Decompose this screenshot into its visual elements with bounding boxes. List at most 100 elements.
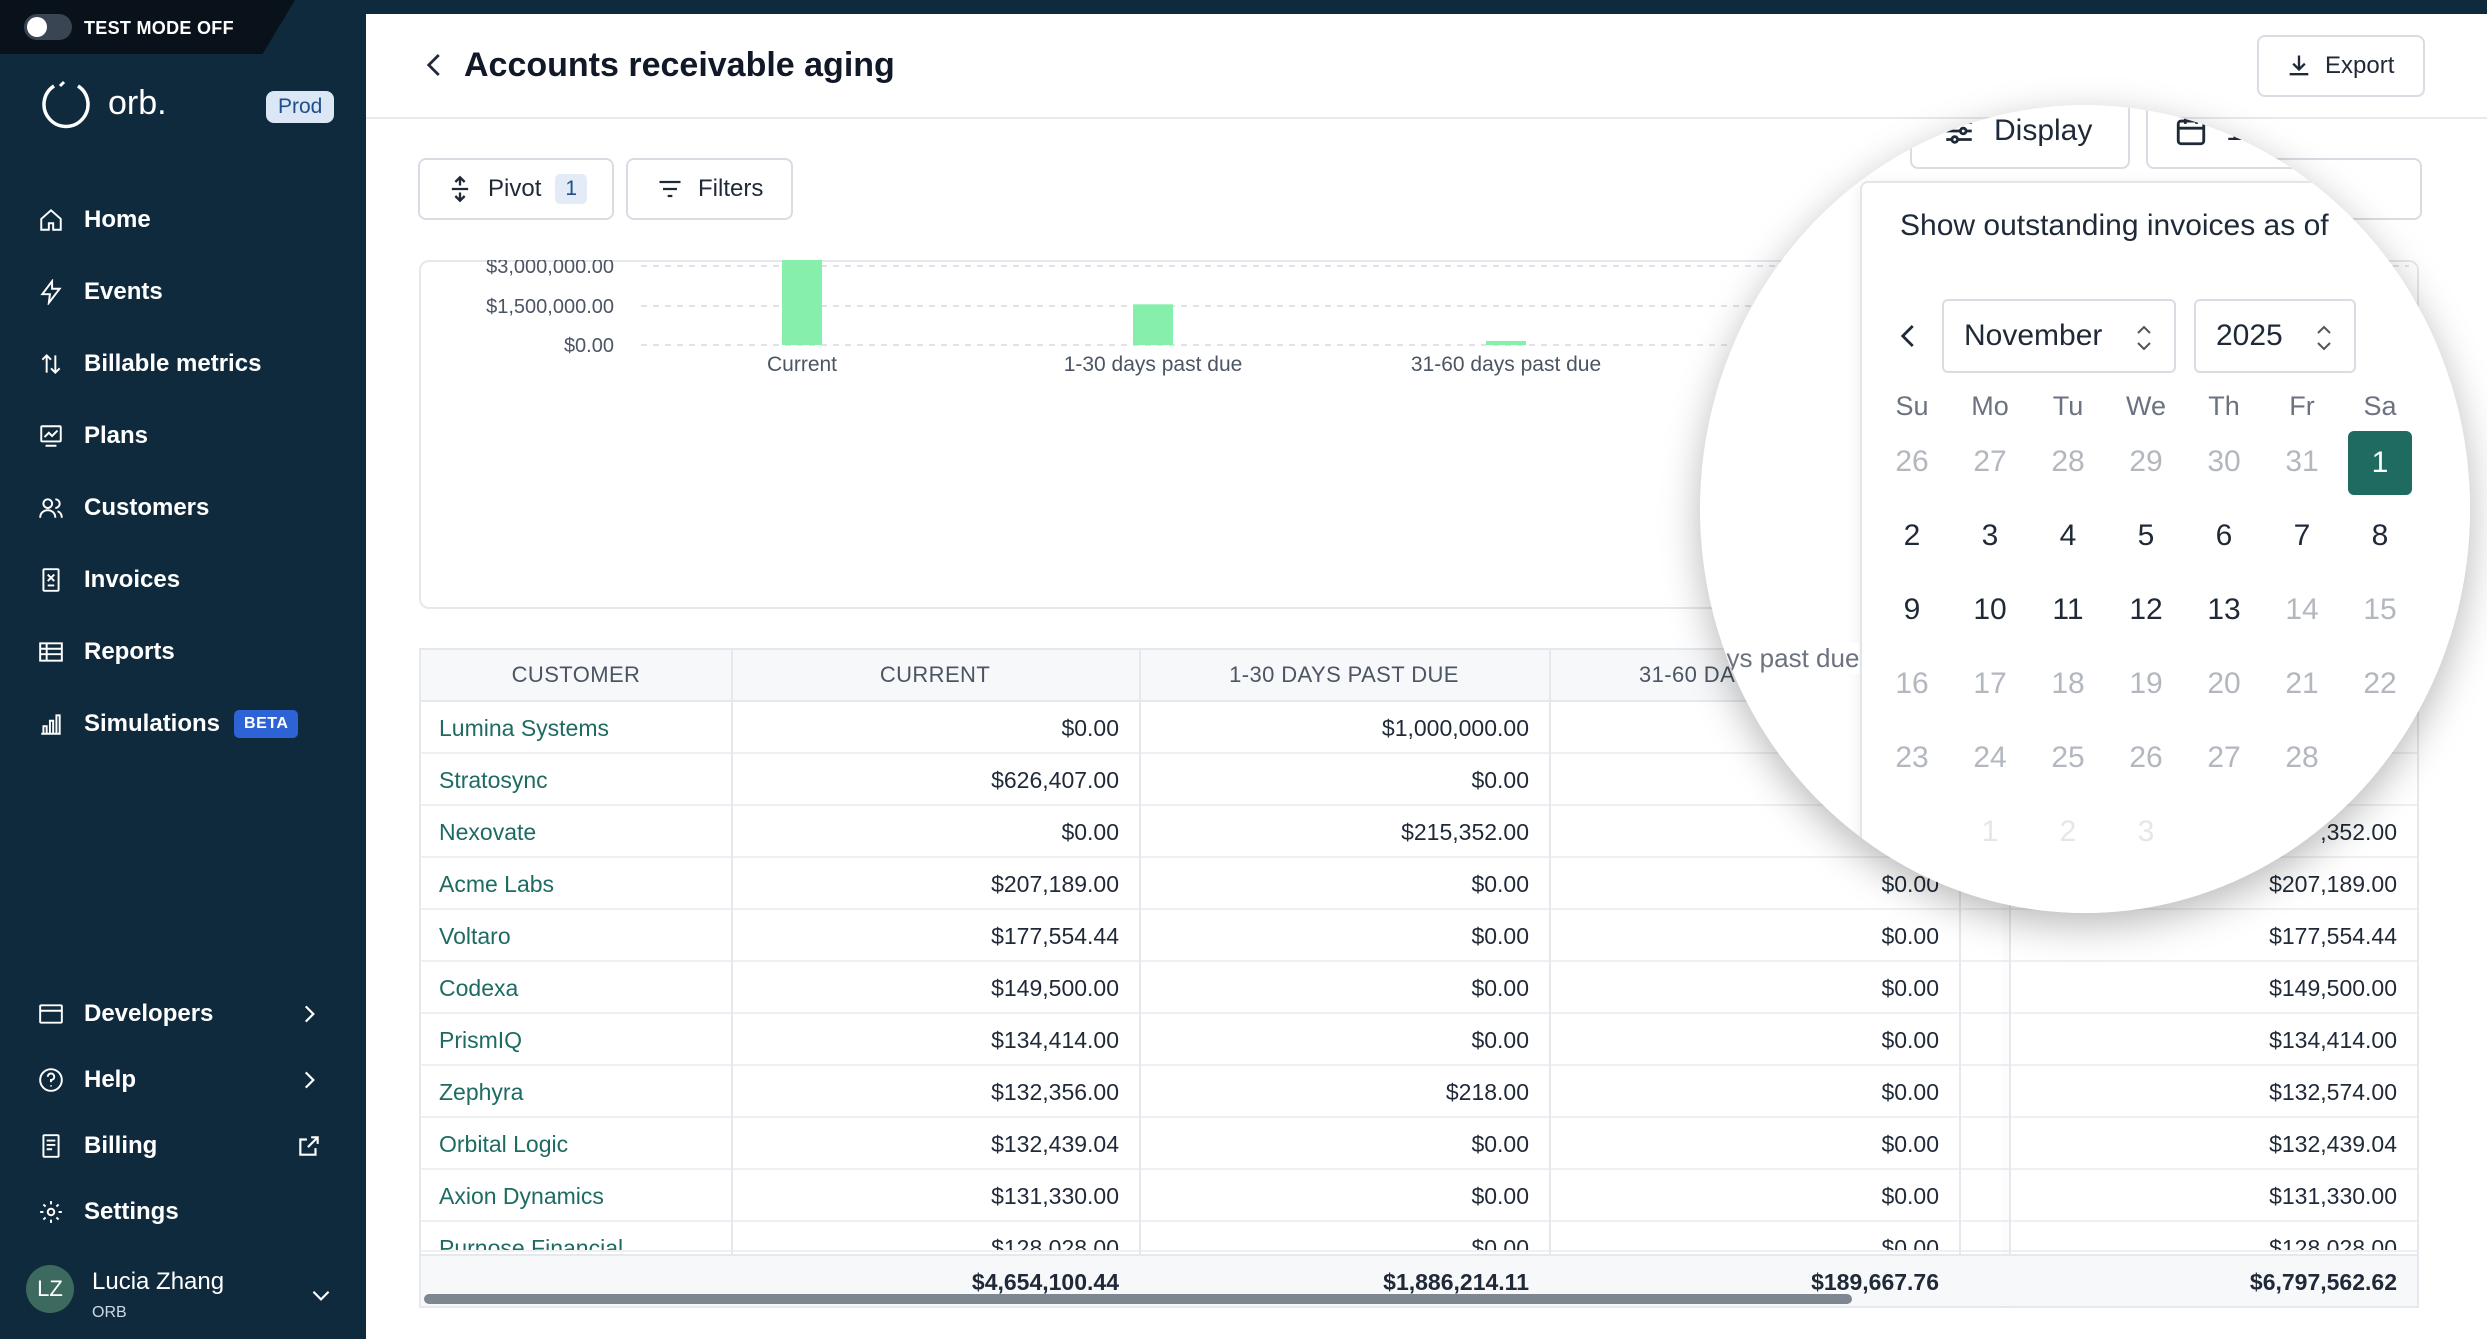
nav-help[interactable]: Help: [38, 1060, 136, 1100]
calendar-day[interactable]: 7: [2293, 519, 2311, 552]
customer-link[interactable]: Axion Dynamics: [439, 1182, 604, 1209]
nav-label: Help: [84, 1066, 137, 1093]
table-row[interactable]: Lumina Systems $0.00 $1,000,000.00: [421, 702, 2417, 754]
env-badge[interactable]: Prod: [266, 91, 335, 123]
table-row[interactable]: Voltaro $177,554.44 $0.00 $0.00 $177,554.44: [421, 910, 2417, 962]
calendar-day[interactable]: 3: [1981, 519, 1999, 552]
calendar-day[interactable]: 6: [2215, 519, 2233, 552]
customer-link[interactable]: Codexa: [439, 974, 519, 1001]
current-amount: $131,330.00: [991, 1182, 1119, 1209]
current-amount: $132,356.00: [991, 1078, 1119, 1105]
calendar-day[interactable]: 12: [2129, 593, 2163, 626]
chevron-right-icon[interactable]: [296, 1001, 322, 1027]
beta-badge: BETA: [234, 710, 299, 738]
nav-billing[interactable]: Billing: [38, 1126, 157, 1166]
current-amount: $134,414.00: [991, 1026, 1119, 1053]
calendar-day[interactable]: 10: [1973, 593, 2007, 626]
col-header-1-30[interactable]: 1-30 DAYS PAST DUE: [1139, 650, 1549, 702]
nav-developers[interactable]: Developers: [38, 994, 213, 1034]
calendar-day[interactable]: 9: [1903, 593, 1921, 626]
nav-label: Customers: [84, 494, 210, 521]
calendar-day-selected[interactable]: 1: [2348, 431, 2412, 495]
display-label: Display: [1994, 114, 2093, 147]
customer-link[interactable]: Orbital Logic: [439, 1130, 569, 1157]
home-icon: [40, 208, 62, 231]
aging-bar-chart: $6,000,000.00$4,500,000.00$3,000,000.00$…: [486, 260, 2409, 376]
row-total: $132,439.04: [2269, 1130, 2397, 1157]
amount-1-30: $1,000,000.00: [1381, 714, 1529, 741]
nav-label: Simulations: [84, 710, 221, 737]
total-31-60: $189,667.76: [1811, 1268, 1939, 1295]
nav-home[interactable]: Home: [38, 200, 151, 240]
current-amount: $132,439.04: [991, 1130, 1119, 1157]
customer-link[interactable]: Zephyra: [439, 1078, 524, 1105]
magnified-axis-label: ays past due: [1712, 643, 1860, 674]
chevron-right-icon[interactable]: [296, 1067, 322, 1093]
table-row[interactable]: Stratosync $626,407.00 $0.00: [421, 754, 2417, 806]
sticky-col-divider: [2009, 650, 2011, 1306]
external-link-icon[interactable]: [296, 1133, 322, 1159]
row-total: $177,554.44: [2269, 922, 2397, 949]
customer-link[interactable]: Voltaro: [439, 922, 511, 949]
customer-link[interactable]: Nexovate: [439, 818, 537, 845]
table-row[interactable]: Purnose Financial $128,028.00 $0.00 $0.00 $1…: [421, 1222, 2417, 1252]
date-field[interactable]: 11/01/2025: [2146, 105, 2470, 169]
customer-link[interactable]: PrismIQ: [439, 1026, 523, 1053]
calendar-day[interactable]: 4: [2059, 519, 2077, 552]
amount-31-60: $0.00: [1881, 922, 1939, 949]
horizontal-scrollbar[interactable]: [424, 1294, 1852, 1304]
calendar-day[interactable]: 5: [2137, 519, 2155, 552]
display-button[interactable]: Display: [1910, 105, 2130, 169]
weekday-label: Mo: [1971, 391, 2009, 421]
calendar-day[interactable]: 2: [1903, 519, 1921, 552]
brand-name: orb.: [108, 84, 167, 122]
table-row[interactable]: Axion Dynamics $131,330.00 $0.00 $0.00 $131,…: [421, 1170, 2417, 1222]
calendar-day[interactable]: 8: [2371, 519, 2389, 552]
filters-label: Filters: [698, 175, 764, 202]
nav-simulations[interactable]: Simulations BETA: [38, 704, 299, 744]
customer-link[interactable]: Stratosync: [439, 766, 548, 793]
x-tick-label: 31-60 days past due: [1411, 353, 1601, 376]
row-total: $132,574.00: [2269, 1078, 2397, 1105]
avatar: LZ: [26, 1265, 74, 1313]
nav-invoices[interactable]: Invoices: [38, 560, 180, 600]
month-select[interactable]: November: [1942, 299, 2176, 373]
calendar-day[interactable]: 11: [2052, 593, 2084, 626]
current-amount: $128,028.00: [991, 1234, 1119, 1252]
filters-button[interactable]: Filters: [626, 158, 793, 220]
prev-month-icon[interactable]: [1894, 321, 1924, 351]
calendar-day: 14: [2285, 593, 2319, 626]
sliders-icon: [1946, 118, 1972, 144]
nav-settings[interactable]: Settings: [38, 1192, 179, 1232]
year-select[interactable]: 2025: [2194, 299, 2356, 373]
test-mode-toggle[interactable]: [24, 14, 72, 40]
test-mode-bar: TEST MODE OFF: [0, 0, 295, 54]
customer-link[interactable]: Acme Labs: [439, 870, 555, 897]
customer-link[interactable]: Purnose Financial: [439, 1234, 624, 1252]
nav-billable-metrics[interactable]: Billable metrics: [38, 344, 261, 384]
table-row[interactable]: Orbital Logic $132,439.04 $0.00 $0.00 $132,4…: [421, 1118, 2417, 1170]
col-header-customer[interactable]: CUSTOMER: [421, 650, 731, 702]
nav-plans[interactable]: Plans: [38, 416, 148, 456]
nav-events[interactable]: Events: [38, 272, 163, 312]
table-row[interactable]: PrismIQ $134,414.00 $0.00 $0.00 $134,414.00: [421, 1014, 2417, 1066]
back-arrow-icon[interactable]: [420, 50, 450, 80]
nav-label: Settings: [84, 1198, 179, 1225]
calendar-day[interactable]: 13: [2207, 593, 2241, 626]
bar-0[interactable]: [782, 260, 822, 345]
table-row[interactable]: Codexa $149,500.00 $0.00 $0.00 $149,500.00: [421, 962, 2417, 1014]
nav-reports[interactable]: Reports: [38, 632, 175, 672]
export-label: Export: [2325, 52, 2395, 79]
col-header-current[interactable]: CURRENT: [731, 650, 1139, 702]
bar-1[interactable]: [1133, 304, 1173, 345]
col-divider: [1139, 650, 1141, 1306]
export-button[interactable]: Export: [2257, 35, 2425, 97]
chevron-down-icon[interactable]: [308, 1282, 334, 1308]
header-divider: [366, 117, 2487, 119]
nav-customers[interactable]: Customers: [38, 488, 209, 528]
user-menu[interactable]: LZ: [26, 1265, 74, 1313]
bar-2[interactable]: [1486, 340, 1526, 345]
pivot-button[interactable]: Pivot 1: [418, 158, 614, 220]
table-row[interactable]: Zephyra $132,356.00 $218.00 $0.00 $132,574.0…: [421, 1066, 2417, 1118]
customer-link[interactable]: Lumina Systems: [439, 714, 610, 741]
